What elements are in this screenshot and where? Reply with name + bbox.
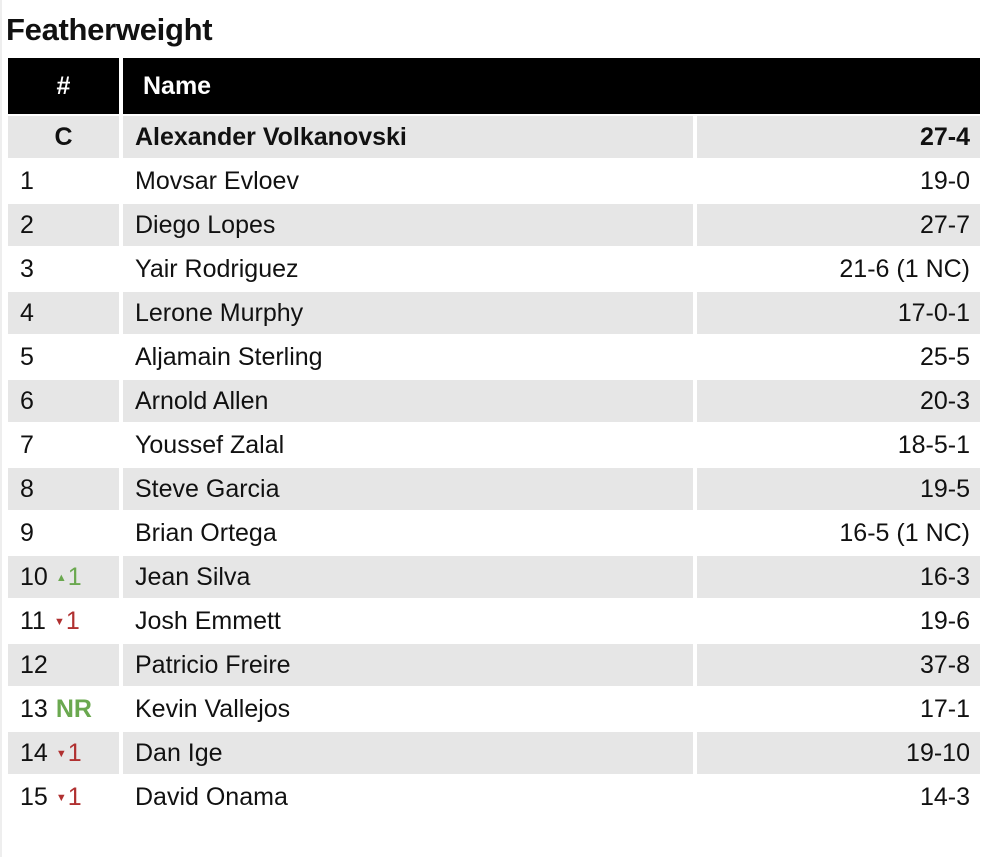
- fighter-name[interactable]: Jean Silva: [123, 556, 694, 598]
- fighter-record: 17-1: [919, 694, 970, 723]
- rank-number: 15: [20, 782, 48, 811]
- rank-cell: 3: [8, 248, 119, 290]
- rank-number: 12: [20, 650, 48, 679]
- fighter-name[interactable]: Brian Ortega: [135, 518, 277, 547]
- fighter-name[interactable]: Kevin Vallejos: [135, 694, 291, 723]
- fighter-record: 19-0: [919, 166, 970, 195]
- fighter-name[interactable]: Patricio Freire: [123, 644, 694, 686]
- rank-cell: 13 NR: [8, 688, 119, 730]
- rank-number: 1: [20, 166, 34, 195]
- fighter-record: 21-6 (1 NC): [839, 254, 970, 283]
- rank-number: 2: [20, 210, 34, 239]
- fighter-record: 18-5-1: [897, 430, 970, 459]
- table-row: 7 Youssef Zalal 18-5-1: [8, 424, 980, 466]
- fighter-record: 16-5 (1 NC): [839, 518, 970, 547]
- rank-number: 7: [20, 430, 34, 459]
- fighter-record: 16-3: [697, 556, 980, 598]
- rank-change: 1: [67, 562, 82, 591]
- rank-cell: 15 ▼1: [8, 776, 119, 818]
- rank-cell: 9: [8, 512, 119, 554]
- champion-row: C Alexander Volkanovski 27-4: [8, 116, 980, 158]
- table-row: 4 Lerone Murphy 17-0-1: [8, 292, 980, 334]
- rank-down-indicator: ▼1: [56, 783, 82, 811]
- fighter-record: 27-4: [697, 116, 980, 158]
- fighter-name[interactable]: Youssef Zalal: [135, 430, 285, 459]
- fighter-record: 27-7: [697, 204, 980, 246]
- fighter-name[interactable]: Aljamain Sterling: [135, 342, 323, 371]
- rank-change: 1: [65, 606, 80, 635]
- table-row: 2 Diego Lopes 27-7: [8, 204, 980, 246]
- arrow-down-icon: ▼: [55, 747, 67, 760]
- table-row: 15 ▼1 David Onama 14-3: [8, 776, 980, 818]
- table-row: 8 Steve Garcia 19-5: [8, 468, 980, 510]
- fighter-name[interactable]: Diego Lopes: [123, 204, 694, 246]
- fighter-record: 19-10: [697, 732, 980, 774]
- rank-cell: 12: [8, 644, 119, 686]
- new-ranking-badge: NR: [55, 694, 92, 723]
- rank-number: 11: [20, 606, 46, 635]
- fighter-name[interactable]: Movsar Evloev: [135, 166, 299, 195]
- rank-cell: 10 ▲1: [8, 556, 119, 598]
- rank-cell: 6: [8, 380, 119, 422]
- fighter-name[interactable]: David Onama: [135, 782, 288, 811]
- fighter-name[interactable]: Alexander Volkanovski: [123, 116, 694, 158]
- table-row: 5 Aljamain Sterling 25-5: [8, 336, 980, 378]
- fighter-name[interactable]: Lerone Murphy: [123, 292, 694, 334]
- rank-change: 1: [67, 782, 82, 811]
- rank-cell: 7: [8, 424, 119, 466]
- table-row: 13 NR Kevin Vallejos 17-1: [8, 688, 980, 730]
- arrow-up-icon: ▲: [55, 571, 67, 584]
- rank-column-header: #: [8, 58, 119, 114]
- rank-cell: 11 ▼1: [8, 600, 119, 642]
- fighter-name[interactable]: Josh Emmett: [135, 606, 281, 635]
- table-row: 1 Movsar Evloev 19-0: [8, 160, 980, 202]
- rank-down-indicator: ▼1: [54, 607, 80, 635]
- fighter-record: 17-0-1: [697, 292, 980, 334]
- rank-number: 5: [20, 342, 34, 371]
- rank-number: 6: [20, 386, 34, 415]
- rank-down-indicator: ▼1: [56, 739, 82, 767]
- rank-number: 13: [20, 694, 48, 723]
- rank-cell: 4: [8, 292, 119, 334]
- rank-number: 14: [20, 738, 48, 767]
- table-header: # Name: [8, 58, 980, 114]
- fighter-record: 19-6: [919, 606, 970, 635]
- arrow-down-icon: ▼: [53, 615, 65, 628]
- rank-cell: 1: [8, 160, 119, 202]
- rank-up-indicator: ▲1: [56, 563, 82, 591]
- rank-cell: 8: [8, 468, 119, 510]
- table-row: 6 Arnold Allen 20-3: [8, 380, 980, 422]
- fighter-name[interactable]: Yair Rodriguez: [135, 254, 299, 283]
- rank-number: 8: [20, 474, 34, 503]
- fighter-name[interactable]: Dan Ige: [123, 732, 694, 774]
- rank-number: 9: [20, 518, 34, 547]
- fighter-name[interactable]: Steve Garcia: [123, 468, 694, 510]
- table-row: 14 ▼1 Dan Ige 19-10: [8, 732, 980, 774]
- page-edge: [0, 0, 2, 857]
- rank-cell: 2: [8, 204, 119, 246]
- fighter-record: 14-3: [919, 782, 970, 811]
- name-column-header: Name: [123, 58, 980, 114]
- division-title: Featherweight: [6, 12, 213, 47]
- fighter-name[interactable]: Arnold Allen: [123, 380, 694, 422]
- rank-cell: 5: [8, 336, 119, 378]
- rank-number: 4: [20, 298, 34, 327]
- rank-change: 1: [67, 738, 82, 767]
- table-row: 12 Patricio Freire 37-8: [8, 644, 980, 686]
- fighter-record: 25-5: [919, 342, 970, 371]
- rank-number: 3: [20, 254, 34, 283]
- fighter-record: 19-5: [697, 468, 980, 510]
- table-row: 10 ▲1 Jean Silva 16-3: [8, 556, 980, 598]
- rank-number: C: [54, 122, 73, 151]
- table-row: 9 Brian Ortega 16-5 (1 NC): [8, 512, 980, 554]
- fighter-record: 20-3: [697, 380, 980, 422]
- arrow-down-icon: ▼: [55, 791, 67, 804]
- rank-cell: 14 ▼1: [8, 732, 119, 774]
- table-row: 3 Yair Rodriguez 21-6 (1 NC): [8, 248, 980, 290]
- rankings-table: # Name C Alexander Volkanovski 27-4 1 Mov…: [4, 56, 984, 820]
- table-row: 11 ▼1 Josh Emmett 19-6: [8, 600, 980, 642]
- rank-cell: C: [8, 116, 119, 158]
- fighter-record: 37-8: [697, 644, 980, 686]
- rank-number: 10: [20, 562, 48, 591]
